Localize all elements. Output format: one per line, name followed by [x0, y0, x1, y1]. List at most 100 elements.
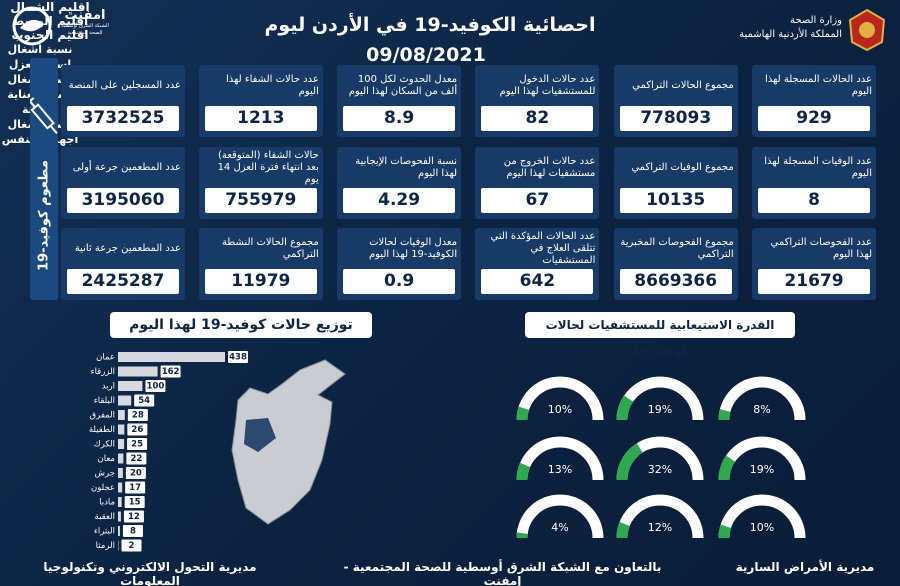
stat-card: مجموع الحالات النشطة التراكمي 11979 [198, 228, 323, 300]
value-label: 15 [129, 498, 141, 508]
stat-card: عدد الوفيات المسجلة لهذا اليوم 8 [752, 147, 876, 219]
stat-value: 1213 [204, 106, 317, 131]
stat-value: 8.9 [343, 106, 456, 131]
value-label: 162 [162, 367, 180, 377]
stat-label: عدد الفحوصات التراكمي لهذا اليوم [770, 237, 873, 260]
value-label: 54 [138, 396, 150, 406]
stat-value: 10135 [619, 188, 732, 213]
ministry: وزارة الصحة المملكة الأردنية الهاشمية [712, 14, 842, 42]
category-label: البلقاء [94, 396, 115, 406]
vaccine-card: عدد المطعمين جرعة أولى 3195060 [61, 147, 185, 219]
stat-value: 11979 [204, 269, 317, 294]
charts: عمان 438 الزرقاء 162 اربد 100 البلقاء 54 المفرق 2… [89, 351, 806, 552]
logo [12, 6, 52, 46]
title-row: احصائية الكوفيد-19 في الأردن ليوم 09/08/… [200, 10, 660, 66]
value-label: 12 [128, 512, 140, 522]
stat-label: معدل الحدوث لكل 100 ألف من السكان لهذا ا… [348, 74, 458, 97]
value-label-box [127, 438, 148, 450]
bar [118, 482, 123, 493]
gauge-fill [718, 524, 732, 539]
stat-label: عدد الوفيات المسجلة لهذا اليوم [764, 156, 872, 179]
category-label: الزرقاء [91, 367, 115, 377]
bar [118, 366, 158, 377]
stat-value: 755979 [204, 188, 317, 213]
stat-card: عدد حالات الخروج من مستشفيات لهذا اليوم 6… [475, 147, 600, 219]
footer-center: بالتعاون مع الشبكة الشرق أوسطية للصحة ال… [343, 560, 662, 586]
stat-card: مجموع الحالات التراكمي 778093 [613, 65, 738, 137]
ministry-name: وزارة الصحة [790, 15, 842, 26]
stat-value: 4.29 [343, 188, 456, 213]
stat-label: مجموع الفحوصات المخبرية التراكمي [620, 237, 734, 260]
stat-label: عدد حالات الشفاء لهذا اليوم [226, 74, 319, 97]
value-label-box [124, 496, 145, 508]
gauge-track [516, 494, 604, 539]
value-label-box [160, 365, 181, 378]
amman-region [244, 418, 276, 452]
stat-value: 929 [758, 106, 870, 131]
value-label: 20 [130, 469, 142, 479]
category-label: الطفيلة [89, 425, 115, 435]
bar [118, 410, 125, 420]
kingdom-name: المملكة الأردنية الهاشمية [739, 29, 842, 40]
value-label: 100 [147, 382, 165, 392]
vaccine-strip: مطعوم كوفيد-19 [30, 58, 58, 300]
value-label-box [121, 539, 142, 552]
emblem [848, 8, 886, 52]
gauge-label: 19% [648, 403, 672, 416]
stat-value: 82 [481, 106, 594, 131]
bar [118, 439, 125, 449]
stat-card: عدد حالات الدخول للمستشفيات لهذا اليوم 82 [475, 65, 600, 137]
value-label: 2 [129, 541, 135, 551]
stat-card: عدد الفحوصات التراكمي لهذا اليوم 21679 [752, 228, 876, 300]
stat-card: عدد الحالات المؤكدة التي تتلقى العلاج في… [475, 228, 600, 300]
category-label: البتراء [94, 527, 115, 537]
gauge-fill [516, 406, 530, 421]
date: 09/08/2021 [366, 44, 486, 66]
category-label: عجلون [91, 483, 115, 493]
value-label-box [122, 525, 143, 537]
bar-chart-title: توزيع حالات كوفيد-19 لهذا اليوم [110, 312, 372, 338]
stat-label: نسبة الفحوصات الإيجابية لهذا اليوم [355, 156, 458, 179]
stat-label: مجموع الحالات النشطة التراكمي [221, 237, 319, 260]
gauge-label: 13% [548, 463, 572, 476]
category-label: مادبا [99, 498, 115, 508]
footer-right: مديرية الأمراض السارية [735, 560, 875, 574]
gauge-label: 10% [750, 521, 774, 534]
bar [118, 352, 225, 362]
gauge-fill [516, 462, 531, 481]
stat-card: نسبة الفحوصات الإيجابية لهذا اليوم 4.29 [337, 147, 462, 219]
vaccine-value: 2425287 [67, 269, 179, 294]
value-label: 22 [130, 454, 142, 464]
stat-label: حالات الشفاء (المتوقعة) بعد انتهاء فترة … [217, 150, 319, 185]
bar [118, 395, 132, 406]
stat-value: 642 [481, 269, 594, 294]
footer-left: مديرية التحول الالكتروني وتكنولوجيا المع… [43, 560, 257, 586]
gauge-fill [616, 443, 643, 481]
gauge-track [616, 494, 704, 539]
stat-card: حالات الشفاء (المتوقعة) بعد انتهاء فترة … [198, 147, 323, 219]
category-label: الرمثا [96, 541, 115, 551]
gauge-track [516, 436, 604, 481]
stat-label: عدد حالات الدخول للمستشفيات لهذا اليوم [499, 74, 596, 97]
stat-label: معدل الوفيات لحالات الكوفيد-19 لهذا اليو… [368, 237, 458, 260]
value-label-box [134, 394, 155, 407]
bar [118, 424, 125, 435]
value-label: 17 [129, 483, 141, 493]
gauge-fill [616, 521, 630, 539]
vaccine-title: مطعوم كوفيد-19 [36, 160, 52, 271]
stat-value: 21679 [758, 269, 870, 294]
stat-label: عدد حالات الخروج من مستشفيات لهذا اليوم [503, 156, 596, 179]
bar [118, 526, 120, 536]
bar [118, 453, 124, 464]
capacity-title: القدرة الاستيعابية للمستشفيات لحالات كوف… [525, 312, 795, 358]
gauge-fill [718, 409, 731, 421]
stat-card: عدد الحالات المسجلة لهذا اليوم 929 [752, 65, 876, 137]
bar [118, 381, 143, 391]
vaccine-card: عدد المسجلين على المنصة 3732525 [61, 65, 185, 137]
value-label: 25 [131, 440, 143, 450]
stat-value: 8 [758, 188, 870, 213]
gauge-label: 4% [551, 521, 568, 534]
stat-card: عدد حالات الشفاء لهذا اليوم 1213 [198, 65, 323, 137]
stat-card: معدل الحدوث لكل 100 ألف من السكان لهذا ا… [337, 65, 462, 137]
